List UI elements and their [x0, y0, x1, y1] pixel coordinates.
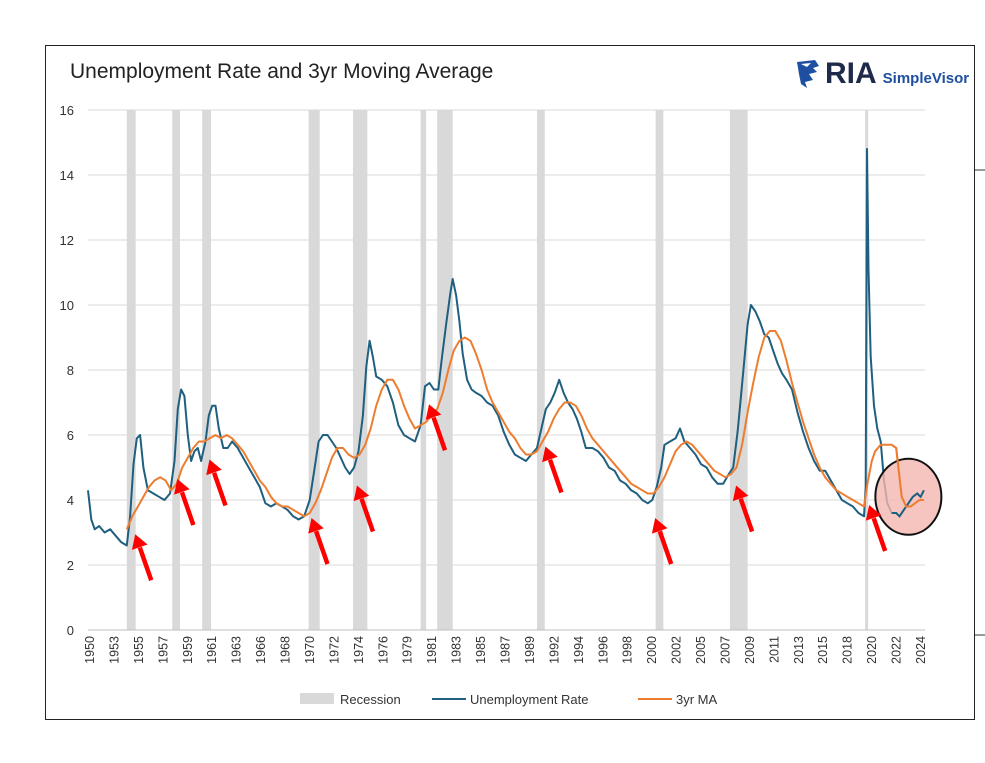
- recession-band: [420, 110, 427, 630]
- x-tick-label: 2015: [816, 636, 830, 664]
- x-tick-label: 2002: [670, 636, 684, 664]
- x-tick-label: 1996: [596, 636, 610, 664]
- x-tick-label: 1959: [181, 636, 195, 664]
- annotation-arrow-shaft: [179, 491, 196, 526]
- annotation-arrow-shaft: [211, 471, 228, 507]
- chart-title: Unemployment Rate and 3yr Moving Average: [70, 60, 494, 83]
- x-tick-label: 1987: [499, 636, 513, 664]
- x-tick-label: 1961: [205, 636, 219, 664]
- annotation-arrow-shaft: [431, 416, 448, 451]
- legend-swatch-recession: [300, 693, 334, 704]
- annotation-arrow-head: [131, 534, 148, 550]
- x-tick-label: 1979: [401, 636, 415, 664]
- moving-average-line-recent: [891, 443, 924, 508]
- x-tick-label: 1985: [474, 636, 488, 664]
- y-tick-label: 8: [67, 363, 74, 378]
- chart-frame: [45, 45, 975, 720]
- recession-band: [729, 110, 748, 630]
- annotation-arrow-head: [425, 404, 442, 420]
- y-tick-label: 14: [60, 168, 74, 183]
- logo-brand: RIA: [825, 57, 877, 90]
- x-tick-label: 2022: [890, 636, 904, 664]
- eagle-icon: [797, 60, 819, 88]
- x-tick-label: 2007: [718, 636, 732, 664]
- legend-label-unemployment: Unemployment Rate: [470, 692, 589, 707]
- x-tick-label: 1966: [254, 636, 268, 664]
- x-tick-label: 2000: [645, 636, 659, 664]
- y-tick-label: 10: [60, 298, 74, 313]
- annotation-arrow-shaft: [137, 546, 154, 581]
- y-tick-label: 0: [67, 623, 74, 638]
- recession-band: [536, 110, 545, 630]
- x-tick-label: 2013: [792, 636, 806, 664]
- x-tick-label: 1981: [425, 636, 439, 664]
- annotation-arrow-shaft: [359, 497, 376, 533]
- legend-label-ma: 3yr MA: [676, 692, 718, 707]
- highlight-circle: [874, 457, 943, 536]
- x-tick-label: 1974: [352, 636, 366, 664]
- logo: RIA SimpleVisor: [795, 56, 969, 92]
- annotation-arrow-shaft: [871, 517, 888, 552]
- logo-subbrand: SimpleVisor: [882, 69, 970, 87]
- y-tick-label: 6: [67, 428, 74, 443]
- annotation-arrow-shaft: [547, 458, 564, 494]
- recession-band: [655, 110, 664, 630]
- x-tick-label: 1957: [156, 636, 170, 664]
- y-tick-label: 4: [67, 493, 74, 508]
- x-tick-label: 2009: [743, 636, 757, 664]
- x-tick-label: 2005: [694, 636, 708, 664]
- annotation-arrow-head: [174, 479, 190, 495]
- annotation-arrow-shaft: [657, 530, 674, 565]
- x-tick-label: 1953: [107, 636, 121, 664]
- annotation-arrow-head: [308, 518, 324, 534]
- x-tick-label: 2020: [865, 636, 879, 664]
- y-tick-label: 16: [60, 103, 74, 118]
- x-tick-label: 2018: [841, 636, 855, 664]
- annotation-arrow-head: [353, 485, 370, 502]
- x-tick-label: 1989: [523, 636, 537, 664]
- legend-label-recession: Recession: [340, 692, 401, 707]
- x-tick-label: 1970: [303, 636, 317, 664]
- x-tick-label: 1976: [376, 636, 390, 664]
- x-tick-label: 2024: [914, 636, 928, 664]
- y-tick-label: 2: [67, 558, 74, 573]
- x-tick-label: 1994: [572, 636, 586, 664]
- recession-band: [202, 110, 212, 630]
- recession-band: [126, 110, 136, 630]
- x-tick-label: 1950: [83, 636, 97, 664]
- x-tick-label: 1983: [450, 636, 464, 664]
- annotation-arrow-shaft: [738, 497, 755, 533]
- x-tick-label: 1972: [327, 636, 341, 664]
- annotation-arrow-head: [865, 505, 882, 521]
- annotation-arrow-head: [542, 446, 558, 463]
- recession-band: [308, 110, 320, 630]
- unemployment-rate-line-recent: [891, 489, 925, 518]
- recession-band: [172, 110, 181, 630]
- annotation-arrow-head: [206, 459, 222, 476]
- x-tick-label: 1998: [621, 636, 635, 664]
- unemployment-rate-line: [87, 148, 925, 547]
- annotation-arrow-head: [732, 485, 749, 502]
- x-tick-label: 1992: [547, 636, 561, 664]
- x-tick-label: 2011: [767, 636, 781, 663]
- annotation-arrow-head: [651, 518, 668, 534]
- x-tick-label: 1963: [230, 636, 244, 664]
- x-tick-label: 1968: [279, 636, 293, 664]
- moving-average-line: [125, 330, 924, 530]
- x-tick-label: 1955: [132, 636, 146, 664]
- annotation-arrow-shaft: [313, 530, 330, 565]
- recession-band: [437, 110, 453, 630]
- y-tick-label: 12: [60, 233, 74, 248]
